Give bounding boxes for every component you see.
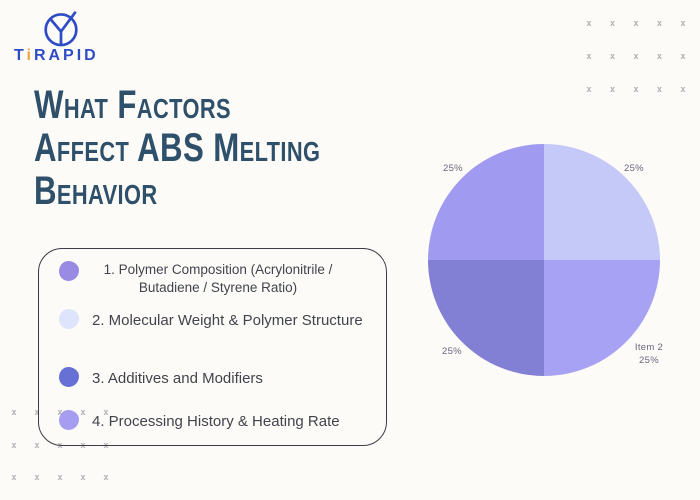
page-title: What Factors Affect ABS Melting Behavior [34, 84, 320, 213]
pie-slice-bottom-right [544, 260, 660, 376]
title-line-1: What Factors [34, 83, 231, 127]
x-decoration-icon: x [11, 473, 17, 483]
x-decoration-icon: x [633, 85, 639, 95]
bullet-icon [59, 261, 79, 281]
x-decoration-icon: x [586, 85, 592, 95]
wordmark-t: T [14, 47, 27, 64]
x-decoration-icon: x [57, 473, 63, 483]
bullet-icon [59, 367, 79, 387]
factors-card: 1. Polymer Composition (Acrylonitrile / … [38, 248, 387, 446]
x-decoration-icon: x [586, 52, 592, 62]
pie-label-top-left: 25% [443, 163, 463, 174]
x-decoration-icon: x [656, 19, 663, 29]
x-decoration-icon: x [609, 19, 616, 29]
factor-text: 4. Processing History & Heating Rate [92, 413, 340, 430]
brand-wordmark: TiRAPID [14, 47, 99, 65]
factor-text: 1. Polymer Composition (Acrylonitrile / … [103, 262, 333, 295]
pie-chart [424, 140, 664, 380]
x-decoration-icon: x [11, 440, 17, 451]
x-decoration-icon: x [609, 52, 616, 62]
list-item-processing-history: 4. Processing History & Heating Rate [59, 410, 340, 431]
factor-text: 3. Additives and Modifiers [92, 370, 263, 387]
wordmark-rest: RAPID [33, 47, 99, 64]
x-decoration-icon: x [80, 473, 86, 483]
bullet-icon [59, 410, 79, 430]
list-item-molecular-weight: 2. Molecular Weight & Polymer Structure [59, 309, 363, 330]
x-decoration-icon: x [656, 52, 663, 62]
x-decoration-icon: x [656, 85, 663, 95]
brand-logo-icon [44, 11, 78, 47]
pie-label-item-value: 25% [639, 354, 659, 366]
list-item-additives: 3. Additives and Modifiers [59, 367, 263, 388]
pie-slice-top-right [544, 144, 660, 260]
factor-text: 2. Molecular Weight & Polymer Structure [92, 312, 363, 329]
x-decoration-icon: x [680, 85, 686, 95]
x-decoration-icon: x [586, 19, 592, 29]
title-line-3: Behavior [34, 169, 158, 213]
pie-label-bottom-left: 25% [442, 346, 462, 357]
list-item-polymer-composition: 1. Polymer Composition (Acrylonitrile / … [59, 261, 344, 297]
pie-label-top-right: 25% [624, 163, 644, 174]
x-decoration-icon: x [633, 52, 639, 62]
pie-label-item-name: Item 2 [634, 342, 664, 353]
wordmark-i: i [26, 47, 34, 64]
x-decoration-icon: x [633, 19, 639, 29]
x-decoration-icon: x [609, 85, 616, 95]
pie-chart-svg [428, 144, 660, 376]
x-decoration-icon: x [34, 473, 40, 483]
x-decoration-icon: x [680, 52, 686, 62]
pie-label-bottom-right: Item 2 25% [613, 342, 685, 367]
bullet-icon [59, 309, 79, 329]
pie-slice-top-left [428, 144, 544, 260]
title-line-2: Affect ABS Melting [34, 126, 321, 170]
x-decoration-icon: x [680, 19, 686, 29]
x-decoration-icon: x [34, 440, 40, 451]
pie-slice-bottom-left [428, 260, 544, 376]
x-decoration-icon: x [103, 473, 109, 483]
x-decoration-icon: x [11, 408, 17, 418]
